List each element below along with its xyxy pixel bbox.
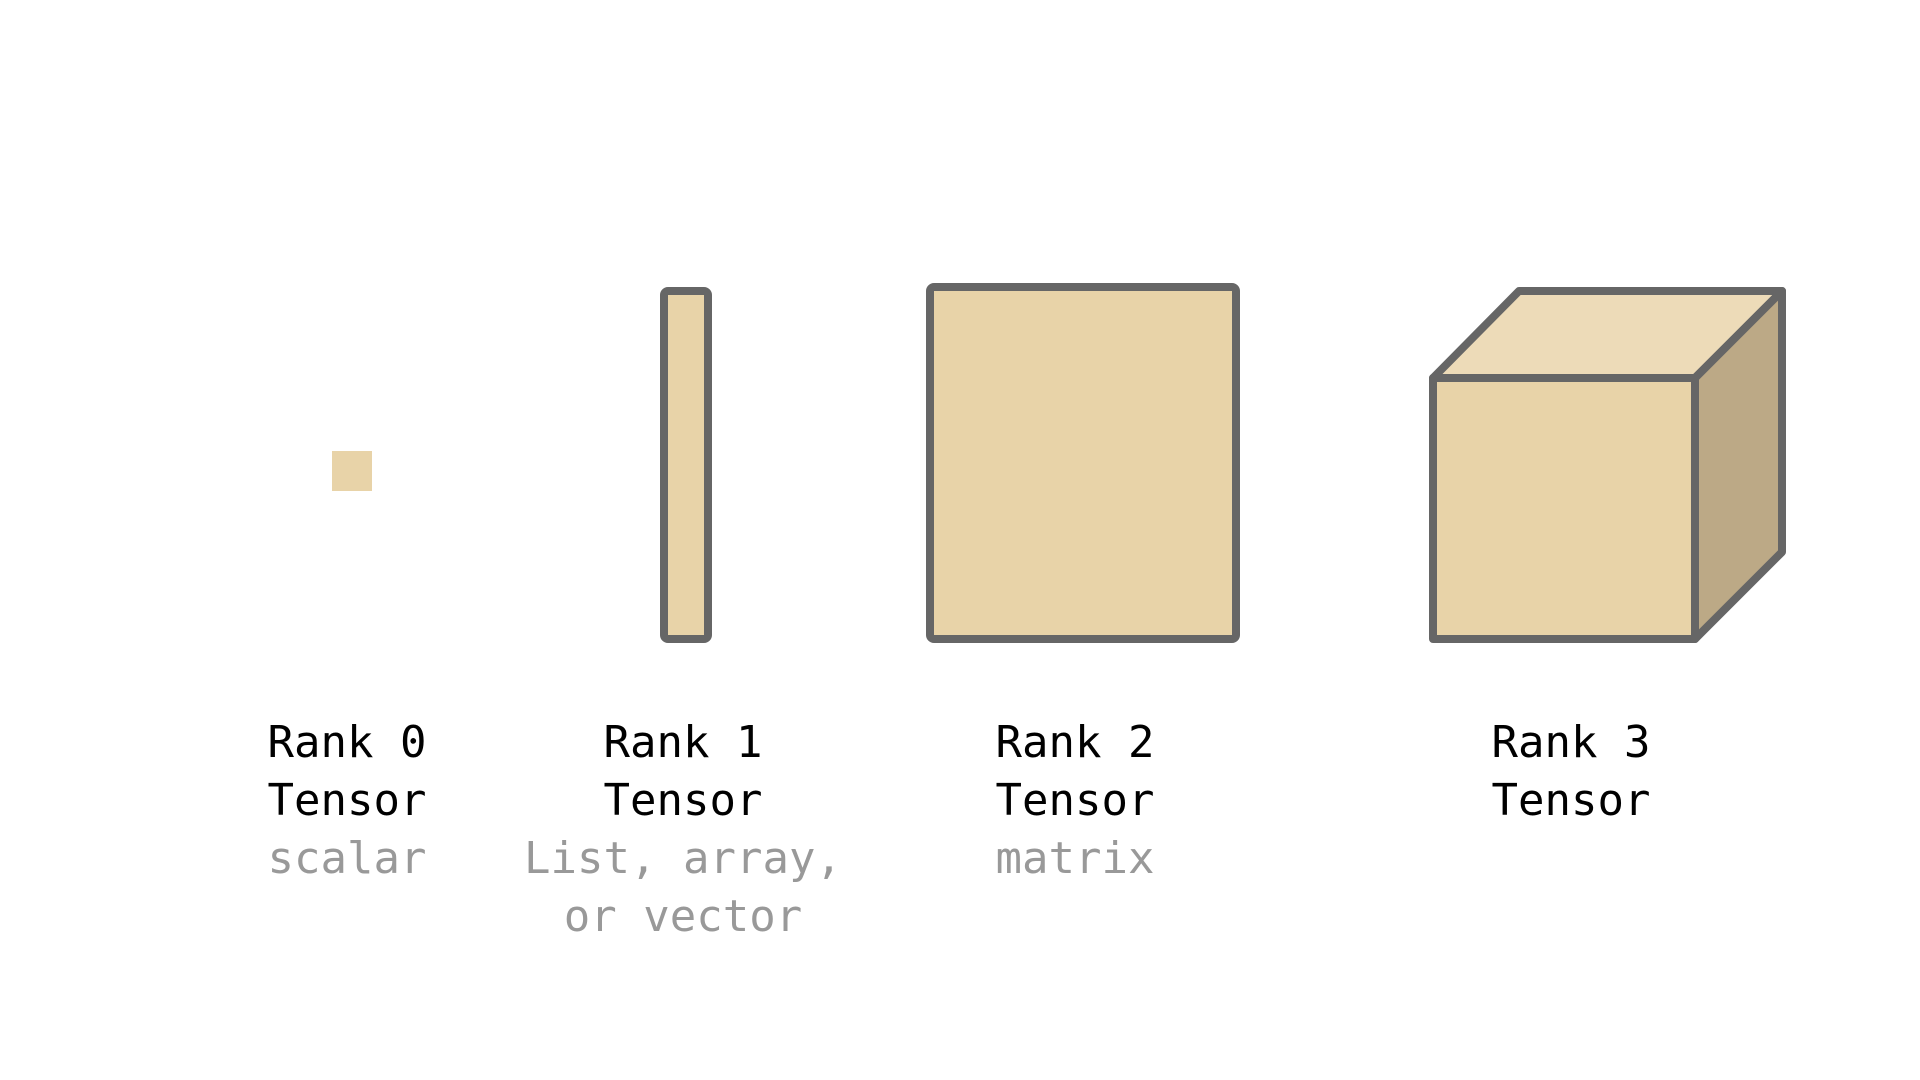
cube-front-face [1429,374,1699,643]
rank0-subtitle-line1: scalar [267,833,427,884]
rank1-subtitle-line2: or vector [563,891,803,942]
rank0-label: Rank 0 Tensor scalar [197,714,497,888]
rank1-vector-shape [660,287,712,643]
rank3-title-line1: Rank 3 [1491,717,1651,768]
rank1-title-line1: Rank 1 [603,717,763,768]
rank2-matrix-shape [926,283,1240,643]
rank0-title-line1: Rank 0 [267,717,427,768]
rank1-label: Rank 1 Tensor List, array, or vector [483,714,883,946]
rank1-subtitle-line1: List, array, [524,833,842,884]
rank2-title-line1: Rank 2 [995,717,1155,768]
rank0-title-line2: Tensor [267,775,427,826]
rank0-scalar-shape [332,451,372,491]
rank1-title-line2: Tensor [603,775,763,826]
rank2-title-line2: Tensor [995,775,1155,826]
rank2-label: Rank 2 Tensor matrix [925,714,1225,888]
rank3-title-line2: Tensor [1491,775,1651,826]
rank2-subtitle-line1: matrix [995,833,1155,884]
rank3-cube-shape [1429,287,1786,643]
rank3-label: Rank 3 Tensor [1421,714,1721,830]
